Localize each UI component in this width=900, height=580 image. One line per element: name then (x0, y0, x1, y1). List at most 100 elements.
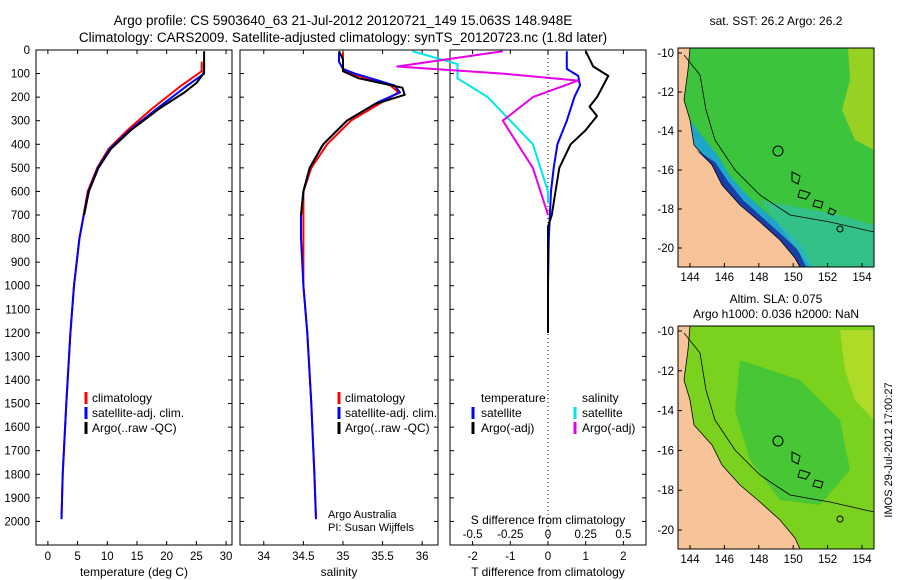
depth-tick-label: 0 (24, 45, 30, 57)
legend-title-temperature: temperature (481, 391, 546, 405)
legend-label-argo: Argo(..raw -QC) (92, 421, 177, 435)
depth-tick-label: 1700 (4, 446, 30, 458)
difference-legend: temperature satellite Argo(-adj) salinit… (471, 391, 635, 435)
lat-tick-label: -18 (657, 204, 674, 216)
series-line-salinity-argo-adj- (396, 50, 580, 216)
x-tick-label: 2 (620, 551, 626, 563)
depth-tick-label: 1000 (4, 281, 30, 293)
depth-tick-label: 800 (11, 234, 30, 246)
sst-argo-location-marker (772, 145, 784, 157)
lon-tick-label: 150 (784, 554, 803, 566)
sst-contour-line (683, 54, 874, 233)
lat-tick-label: -10 (657, 48, 674, 60)
salinity-xlabel: salinity (321, 565, 358, 579)
sst-map-frame (677, 47, 875, 268)
lat-tick-label: -12 (657, 87, 674, 99)
legend-label-temp-satellite: satellite (481, 406, 522, 420)
temperature-xlabel: temperature (deg C) (80, 565, 188, 579)
sst-map-title: sat. SST: 26.2 Argo: 26.2 (710, 14, 843, 28)
difference-lines (396, 50, 610, 333)
x-tick-label: -1 (505, 551, 515, 563)
lat-tick-label: -14 (657, 406, 674, 418)
x-tick-label: 10 (101, 551, 114, 563)
depth-tick-label: 600 (11, 186, 30, 198)
sst-deep-coast (696, 150, 806, 267)
lat-tick-label: -18 (657, 485, 674, 497)
temperature-legend: climatology satellite-adj. clim. Argo(..… (84, 391, 184, 435)
depth-tick-label: 900 (11, 257, 30, 269)
salinity-lines (300, 50, 406, 520)
sla-lat-ticks: -10 -12 -14 -16 -18 -20 (657, 326, 682, 537)
sst-warm-patch (842, 48, 874, 150)
sla-map-title-line1: Altim. SLA: 0.075 (730, 292, 823, 306)
depth-tick-label: 300 (11, 116, 30, 128)
s-tick-label: 0.25 (574, 529, 596, 541)
sla-map-frame (677, 325, 875, 550)
x-tick-label: 0 (45, 551, 51, 563)
sla-contour-line (683, 332, 874, 513)
salinity-x-ticks: 34 34.5 35 35.5 36 (257, 50, 429, 563)
x-tick-label: 34 (257, 551, 270, 563)
x-tick-label: 25 (190, 551, 203, 563)
sst-lat-ticks: -10 -12 -14 -16 -18 -20 (657, 48, 682, 255)
sla-secondary-marker (836, 515, 844, 523)
depth-tick-label: 1600 (4, 422, 30, 434)
lon-tick-label: 146 (715, 272, 734, 284)
sla-argo-location-marker (772, 435, 784, 447)
legend-title-salinity: salinity (582, 391, 619, 405)
depth-tick-label: 1100 (5, 304, 30, 316)
lon-tick-label: 146 (715, 554, 734, 566)
s-tick-label: 0.5 (615, 529, 631, 541)
lon-tick-label: 148 (749, 554, 768, 566)
sst-secondary-marker (836, 225, 844, 233)
temperature-x-ticks: 0 5 10 15 20 25 30 (45, 50, 232, 563)
credit-line1: Argo Australia (328, 509, 397, 521)
series-line-temperature-satellite (547, 51, 581, 333)
difference-x-ticks: -2 -1 0 1 2 -0.5 -0.25 0 0.25 0.5 (463, 50, 631, 563)
sst-cool-coast (690, 120, 812, 267)
temperature-panel: 0 5 10 15 20 25 30 temperature (deg C) climato… (35, 49, 233, 579)
x-tick-label: -2 (467, 551, 477, 563)
temperature-plot-frame (35, 49, 233, 546)
difference-panel: -2 -1 0 1 2 -0.5 -0.25 0 0.25 0.5 S difference fr… (396, 49, 647, 579)
depth-tick-label: 1500 (4, 399, 30, 411)
sla-lon-ticks: 144 146 148 150 152 154 (680, 545, 872, 566)
legend-label-climatology: climatology (345, 391, 405, 405)
legend-label-satellite: satellite-adj. clim. (92, 406, 184, 420)
series-line-temperature-argo-adj- (547, 50, 610, 333)
lat-tick-label: -16 (657, 445, 674, 457)
lat-tick-label: -20 (657, 243, 674, 255)
x-tick-label: 15 (131, 551, 144, 563)
sst-reef-outline (791, 171, 837, 216)
x-tick-label: 5 (74, 551, 80, 563)
difference-t-xlabel: T difference from climatology (471, 565, 625, 579)
legend-label-sal-satellite: satellite (582, 406, 623, 420)
timestamp-label: IMOS 29-Jul-2012 17:00:27 (883, 382, 895, 517)
difference-s-xlabel: S difference from climatology (471, 513, 626, 527)
sla-reef-outline (791, 451, 824, 489)
lon-tick-label: 150 (784, 272, 803, 284)
salinity-legend: climatology satellite-adj. clim. Argo(..… (337, 391, 437, 435)
salinity-panel: 34 34.5 35 35.5 36 salinity climatology sate… (239, 49, 439, 579)
sla-yellow-patch (840, 330, 874, 420)
depth-tick-label: 400 (11, 139, 30, 151)
sst-lon-ticks: 144 146 148 150 152 154 (680, 263, 872, 284)
x-tick-label: 0 (545, 551, 551, 563)
depth-tick-label: 100 (11, 69, 30, 81)
series-line-argo-raw-qc- (83, 51, 206, 216)
lon-tick-label: 154 (852, 554, 872, 566)
lon-tick-label: 144 (680, 272, 700, 284)
figure-title-line1: Argo profile: CS 5903640_63 21-Jul-2012 … (114, 13, 573, 28)
figure-title-line2: Climatology: CARS2009. Satellite-adjuste… (79, 30, 607, 45)
x-tick-label: 20 (160, 551, 173, 563)
s-tick-label: -0.25 (497, 529, 523, 541)
lat-tick-label: -14 (657, 126, 674, 138)
depth-tick-label: 1200 (4, 328, 30, 340)
lon-tick-label: 144 (680, 554, 700, 566)
x-tick-label: 35 (337, 551, 350, 563)
depth-tick-label: 500 (11, 163, 30, 175)
lat-tick-label: -10 (657, 326, 674, 338)
sla-coastline (683, 326, 801, 549)
depth-axis: 0 100 200 300 400 500 600 700 800 900 1000 1100 1200… (4, 45, 646, 528)
